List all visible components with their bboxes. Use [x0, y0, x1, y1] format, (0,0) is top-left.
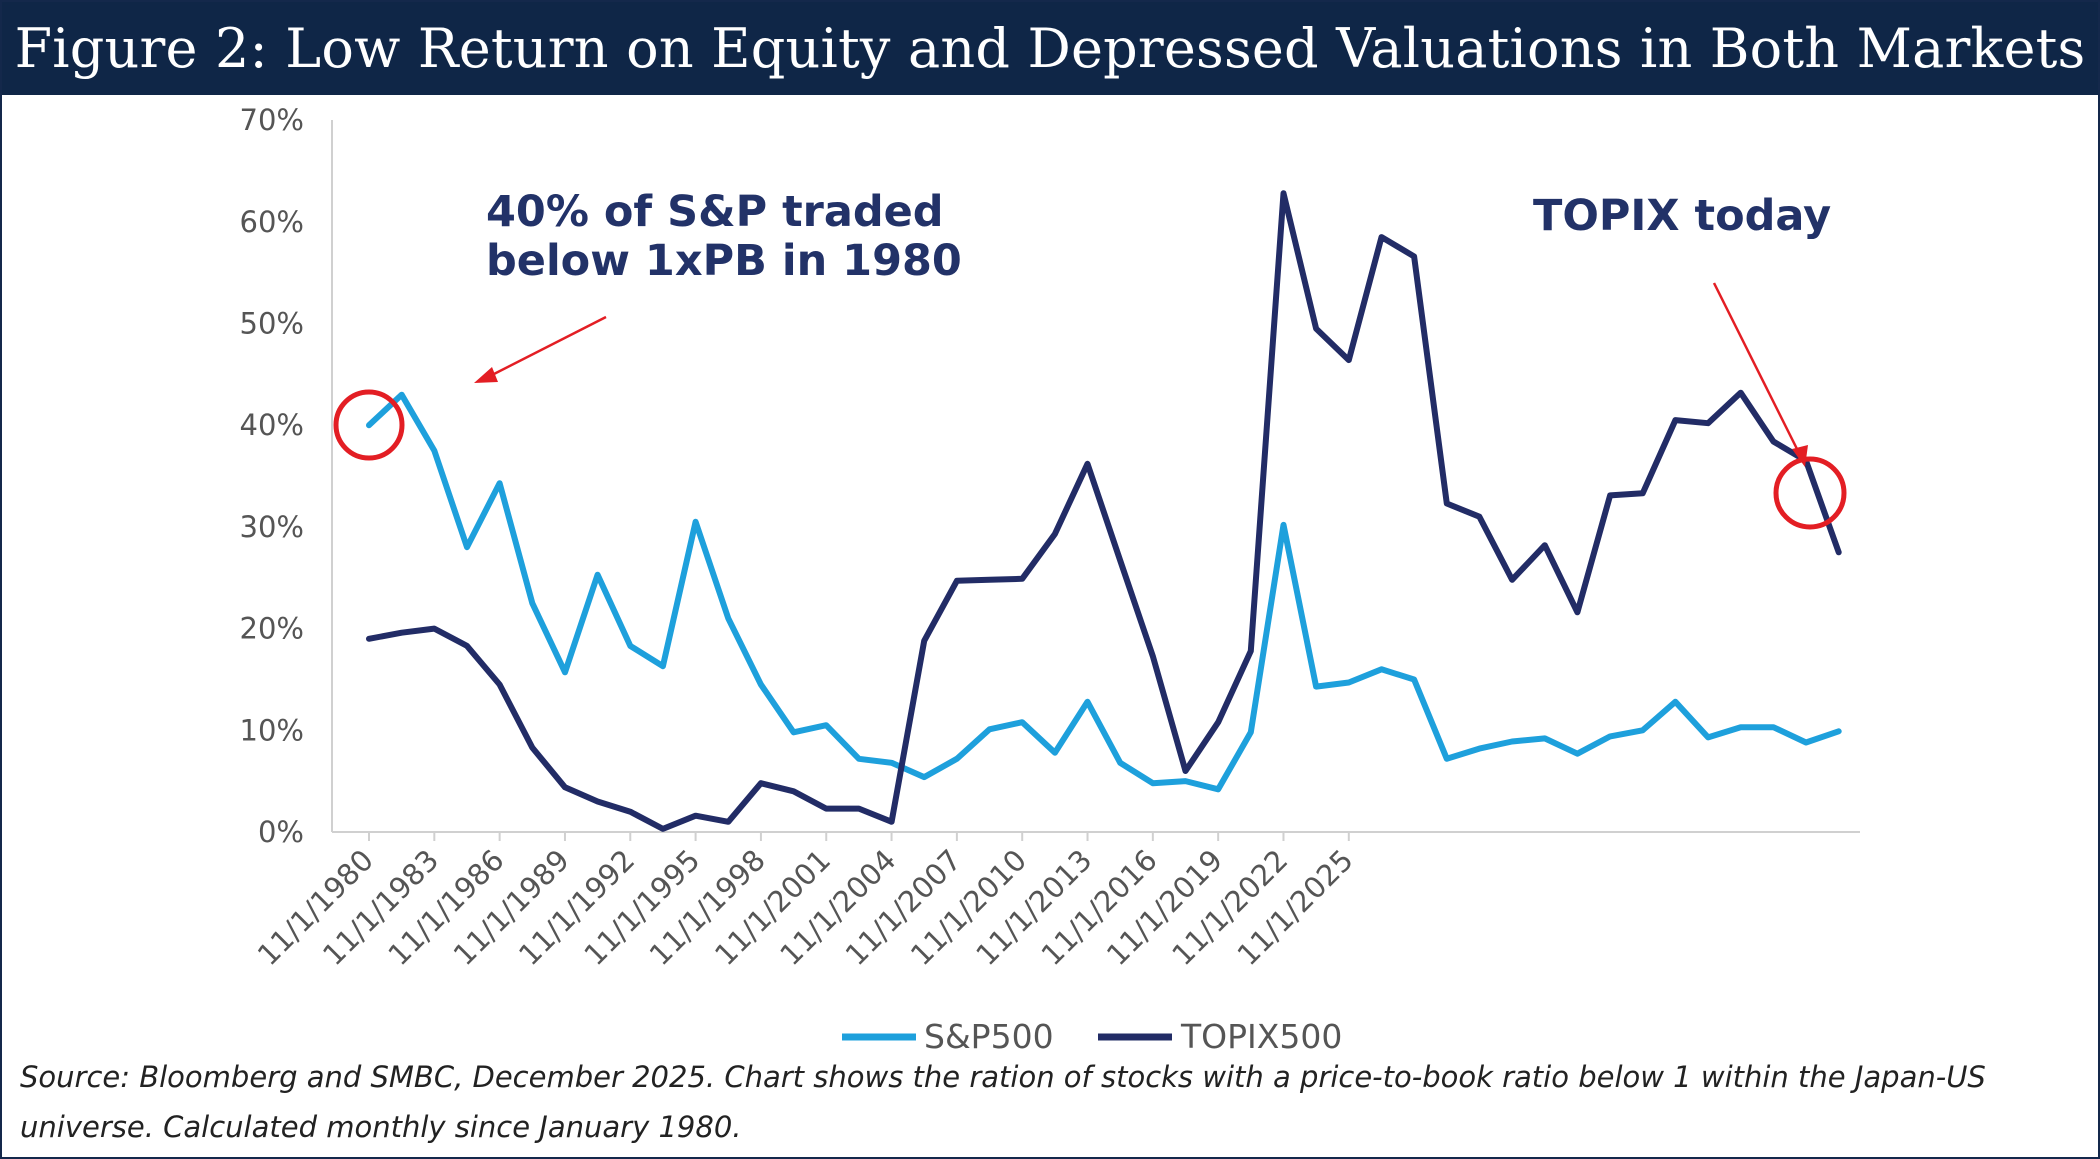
- topix-annotation-arrow-line: [1712, 282, 1801, 454]
- series-layer: [366, 190, 1842, 832]
- topix-annotation-label: TOPIX today: [1533, 191, 1831, 241]
- x-axis-ticks: 11/1/198011/1/198311/1/198611/1/198911/1…: [251, 832, 1360, 972]
- sp-annotation: 40% of S&P traded below 1xPB in 1980: [333, 187, 962, 461]
- source-note: Source: Bloomberg and SMBC, December 202…: [20, 1060, 1986, 1144]
- y-tick-label: 30%: [240, 510, 304, 544]
- sp-annotation-arrowhead: [474, 367, 498, 383]
- y-tick-label: 10%: [240, 713, 304, 747]
- line-chart: 0% 10% 20% 30% 40% 50% 60% 70% 11/1/198011/1/19…: [240, 103, 1860, 1050]
- sp-annotation-line-1: 40% of S&P traded: [486, 187, 944, 237]
- legend-label-topix500: TOPIX500: [1180, 1017, 1342, 1050]
- y-tick-label: 0%: [258, 815, 304, 849]
- y-tick-label: 20%: [240, 612, 304, 646]
- topix-annotation: TOPIX today: [1533, 191, 1847, 530]
- sp-annotation-arrow-line: [491, 315, 607, 377]
- sp-highlight-circle: [333, 389, 405, 461]
- y-tick-label: 60%: [240, 205, 304, 239]
- y-axis-ticks: 0% 10% 20% 30% 40% 50% 60% 70%: [240, 103, 304, 849]
- legend-label-sp500: S&P500: [924, 1017, 1054, 1050]
- y-tick-label: 40%: [240, 408, 304, 442]
- sp-annotation-line-2: below 1xPB in 1980: [486, 236, 962, 286]
- y-tick-label: 50%: [240, 307, 304, 341]
- figure-title: Figure 2: Low Return on Equity and Depre…: [2, 2, 2098, 95]
- y-tick-label: 70%: [240, 103, 304, 137]
- legend: S&P500 TOPIX500: [842, 1017, 1342, 1050]
- series-line-sp500: [366, 391, 1842, 793]
- series-line-topix500: [366, 190, 1842, 832]
- topix-highlight-circle: [1773, 456, 1847, 530]
- axes: [331, 120, 1860, 833]
